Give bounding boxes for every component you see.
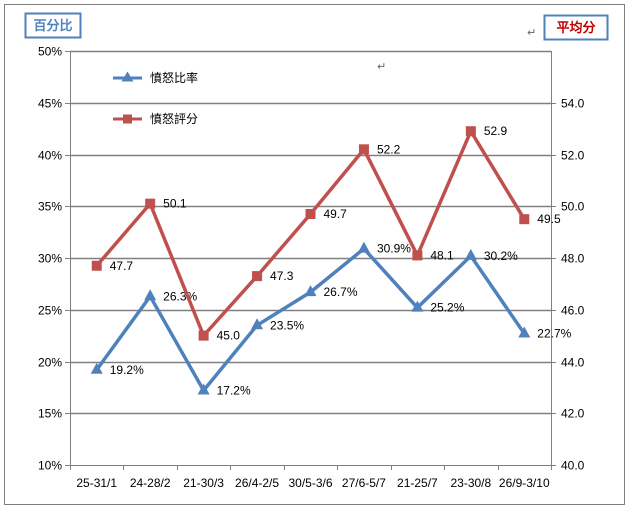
chart-frame [4,4,625,505]
data-label: 25.2% [430,301,464,315]
data-point-triangle [197,383,210,395]
x-axis-ticks: 25-31/1 24-28/2 21-30/3 26/4-2/5 30/5-3/6 27/… [70,465,552,490]
legend-triangle-marker [121,71,134,82]
right-tick-label: 50.0 [561,200,585,214]
right-tick-label: 54.0 [561,97,585,111]
x-tick-label: 21-25/7 [397,476,438,490]
data-label: 22.7% [537,327,571,341]
data-point-square [145,198,156,209]
data-point-triangle [251,318,264,330]
left-axis-title-box: 百分比 [24,12,82,39]
data-point-triangle [90,362,103,374]
data-point-square [465,126,476,137]
data-label: 50.1 [163,197,187,211]
left-tick-label: 40% [38,149,62,163]
data-point-square [358,144,369,155]
x-tick-label: 27/6-5/7 [342,476,386,490]
x-tick-label: 30/5-3/6 [288,476,332,490]
data-point-square [412,250,423,261]
data-point-triangle [304,285,317,297]
data-label: 48.1 [430,248,454,262]
legend-item-anger-ratio: 憤怒比率 [113,70,198,85]
edit-mark-1: ↵ [527,26,536,39]
left-tick-label: 20% [38,356,62,370]
data-point-square [198,330,209,341]
data-label: 49.7 [324,207,348,221]
left-tick-label: 50% [38,45,62,59]
x-tick-label: 21-30/3 [183,476,224,490]
data-label: 52.9 [484,124,508,138]
right-tick-label: 42.0 [561,407,585,421]
data-label: 30.9% [377,242,411,256]
left-tick-label: 25% [38,304,62,318]
data-label: 49.5 [537,212,561,226]
x-tick-label: 26/9-3/10 [499,476,550,490]
right-tick-label: 44.0 [561,356,585,370]
right-tick-label: 46.0 [561,304,585,318]
data-label: 17.2% [217,383,251,397]
x-tick-label: 25-31/1 [76,476,117,490]
legend: 憤怒比率 憤怒評分 [113,70,198,126]
data-point-square [252,271,263,282]
x-tick-label: 24-28/2 [130,476,171,490]
data-point-triangle [518,326,531,338]
data-label: 19.2% [110,363,144,377]
data-label: 45.0 [217,329,241,343]
x-tick-label: 23-30/8 [450,476,491,490]
left-tick-label: 30% [38,252,62,266]
data-label: 30.2% [484,249,518,263]
left-tick-label: 10% [38,459,62,473]
right-axis-title-box: 平均分 [543,14,609,41]
data-label: 26.7% [324,285,358,299]
legend-item-anger-score: 憤怒評分 [113,111,198,126]
data-label: 47.7 [110,259,134,273]
data-point-triangle [464,248,477,260]
right-tick-label: 40.0 [561,459,585,473]
right-axis-ticks: 40.0 42.0 44.0 46.0 48.0 50.0 52.0 54.0 [551,97,585,473]
legend-square-marker [123,114,132,124]
legend-label-anger-ratio: 憤怒比率 [150,70,198,85]
legend-label-anger-score: 憤怒評分 [150,111,198,126]
data-point-triangle [144,289,157,301]
right-tick-label: 52.0 [561,149,585,163]
data-label: 47.3 [270,269,294,283]
data-point-triangle [411,300,424,312]
right-tick-label: 48.0 [561,252,585,266]
data-point-square [91,260,102,271]
data-label: 26.3% [163,289,197,303]
data-point-triangle [357,241,370,253]
x-tick-label: 26/4-2/5 [235,476,279,490]
left-tick-label: 15% [38,407,62,421]
data-point-square [305,209,316,220]
data-point-square [519,214,530,225]
right-axis-title: 平均分 [556,20,595,36]
series-layer: 19.2% 26.3% 17.2% 23.5% 26.7% 30.9% 25.2% 30.2%… [90,124,572,397]
data-label: 52.2 [377,142,401,156]
data-label: 23.5% [270,318,304,332]
left-tick-label: 45% [38,97,62,111]
edit-mark-2: ↵ [377,60,386,73]
left-axis-ticks: 10% 15% 20% 25% 30% 35% 40% 45% 50% [38,45,70,473]
left-tick-label: 35% [38,200,62,214]
left-axis-title: 百分比 [33,18,72,34]
